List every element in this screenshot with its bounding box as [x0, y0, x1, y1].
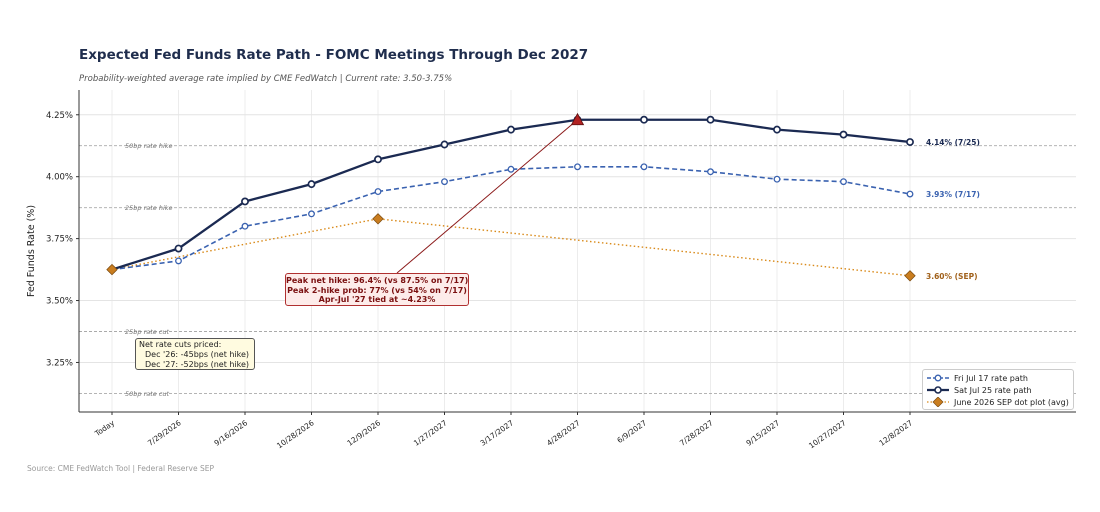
x-tick-label: 10/28/2026 [275, 418, 316, 450]
legend-item-sat: Sat Jul 25 rate path [927, 384, 1032, 396]
x-tick-label: 12/9/2026 [345, 418, 382, 448]
peak-net-hike-text: Peak net hike: 96.4% (vs 87.5% on 7/17) [286, 276, 469, 285]
y-tick-label: 4.00% [46, 173, 73, 183]
y-axis-label: Fed Funds Rate (%) [26, 205, 37, 297]
sat-data-point [507, 125, 515, 134]
sep-data-point [372, 213, 384, 225]
x-tick-label: 10/27/2027 [807, 418, 848, 450]
sat-data-point [839, 130, 848, 139]
legend-label-sat: Sat Jul 25 rate path [954, 385, 1032, 395]
y-tick-label: 4.25% [46, 111, 73, 121]
legend-item-fri: Fri Jul 17 rate path [927, 372, 1028, 384]
reference-line-label: 25bp rate hike [125, 204, 173, 212]
fri-data-point [241, 222, 249, 230]
fri-data-point [640, 163, 648, 171]
sep-data-point [106, 263, 118, 276]
reference-line-label: 50bp rate cut [125, 390, 170, 398]
peak-marker [570, 112, 585, 126]
reference-line-label: 50bp rate hike [125, 142, 173, 150]
sat-data-point [706, 115, 715, 124]
y-tick-label: 3.50% [46, 297, 73, 307]
x-tick-label: 3/17/2027 [478, 418, 515, 448]
reference-line-label: 25bp rate cut [125, 328, 170, 336]
legend-label-sep: June 2026 SEP dot plot (avg) [954, 397, 1069, 407]
fri-end-label: 3.93% (7/17) [926, 190, 980, 199]
sat-data-point [241, 197, 249, 206]
rate-cuts-annotation: Net rate cuts priced: Dec '26: -45bps (n… [135, 338, 255, 370]
fri-data-point [374, 188, 382, 196]
chart-subtitle: Probability-weighted average rate implie… [79, 74, 453, 84]
x-tick-label: 9/15/2027 [744, 418, 781, 448]
x-tick-label: 7/28/2027 [678, 418, 715, 448]
x-tick-label: 7/29/2026 [146, 418, 183, 448]
fri-data-point [507, 165, 515, 173]
x-tick-label: 12/8/2027 [877, 418, 914, 448]
legend-swatch-fri [927, 374, 949, 382]
chart-title: Expected Fed Funds Rate Path - FOMC Meet… [79, 47, 589, 63]
rate-cuts-dec26: Dec '26: -45bps (net hike) [145, 350, 250, 359]
fri-data-point [574, 163, 581, 171]
peak-annotation: Peak net hike: 96.4% (vs 87.5% on 7/17) … [285, 273, 469, 306]
fri-data-point [441, 178, 448, 186]
rate-cuts-heading: Net rate cuts priced: [139, 340, 222, 349]
rate-cuts-dec27: Dec '27: -52bps (net hike) [145, 360, 250, 369]
x-tick-label: Today [92, 418, 116, 439]
legend-swatch-sat [927, 386, 949, 394]
sep-end-label: 3.60% (SEP) [926, 272, 978, 281]
y-tick-label: 3.25% [46, 358, 73, 368]
legend-label-fri: Fri Jul 17 rate path [954, 373, 1028, 383]
sep-data-point [904, 270, 916, 282]
peak-tied-text: Apr-Jul '27 tied at ~4.23% [318, 295, 436, 304]
sat-data-point [174, 244, 183, 253]
sat-end-label: 4.14% (7/25) [926, 138, 980, 147]
legend-item-sep: June 2026 SEP dot plot (avg) [927, 396, 1069, 408]
sat-data-point [374, 155, 382, 164]
fri-data-point [707, 168, 714, 176]
x-tick-label: 4/28/2027 [545, 418, 582, 448]
fri-data-point [840, 178, 847, 186]
x-tick-label: 6/9/2027 [615, 418, 648, 445]
sat-data-point [640, 115, 648, 124]
fri-data-point [906, 190, 914, 198]
fri-data-point [308, 210, 315, 218]
sat-data-point [440, 140, 449, 149]
fri-data-point [175, 257, 182, 265]
y-tick-label: 3.75% [46, 235, 73, 245]
fri-data-point [773, 175, 781, 183]
x-tick-label: 1/27/2027 [412, 418, 449, 448]
peak-two-hike-text: Peak 2-hike prob: 77% (vs 54% on 7/17) [287, 285, 467, 295]
sat-data-point [773, 125, 781, 134]
chart-legend: Fri Jul 17 rate path Sat Jul 25 rate pat… [922, 369, 1074, 410]
x-tick-label: 9/16/2026 [212, 418, 249, 448]
peak-connector-line [396, 119, 578, 274]
legend-swatch-sep [927, 397, 949, 407]
chart-source-note: Source: CME FedWatch Tool | Federal Rese… [27, 464, 214, 473]
sat-data-point [906, 138, 914, 146]
sat-data-point [307, 180, 316, 189]
